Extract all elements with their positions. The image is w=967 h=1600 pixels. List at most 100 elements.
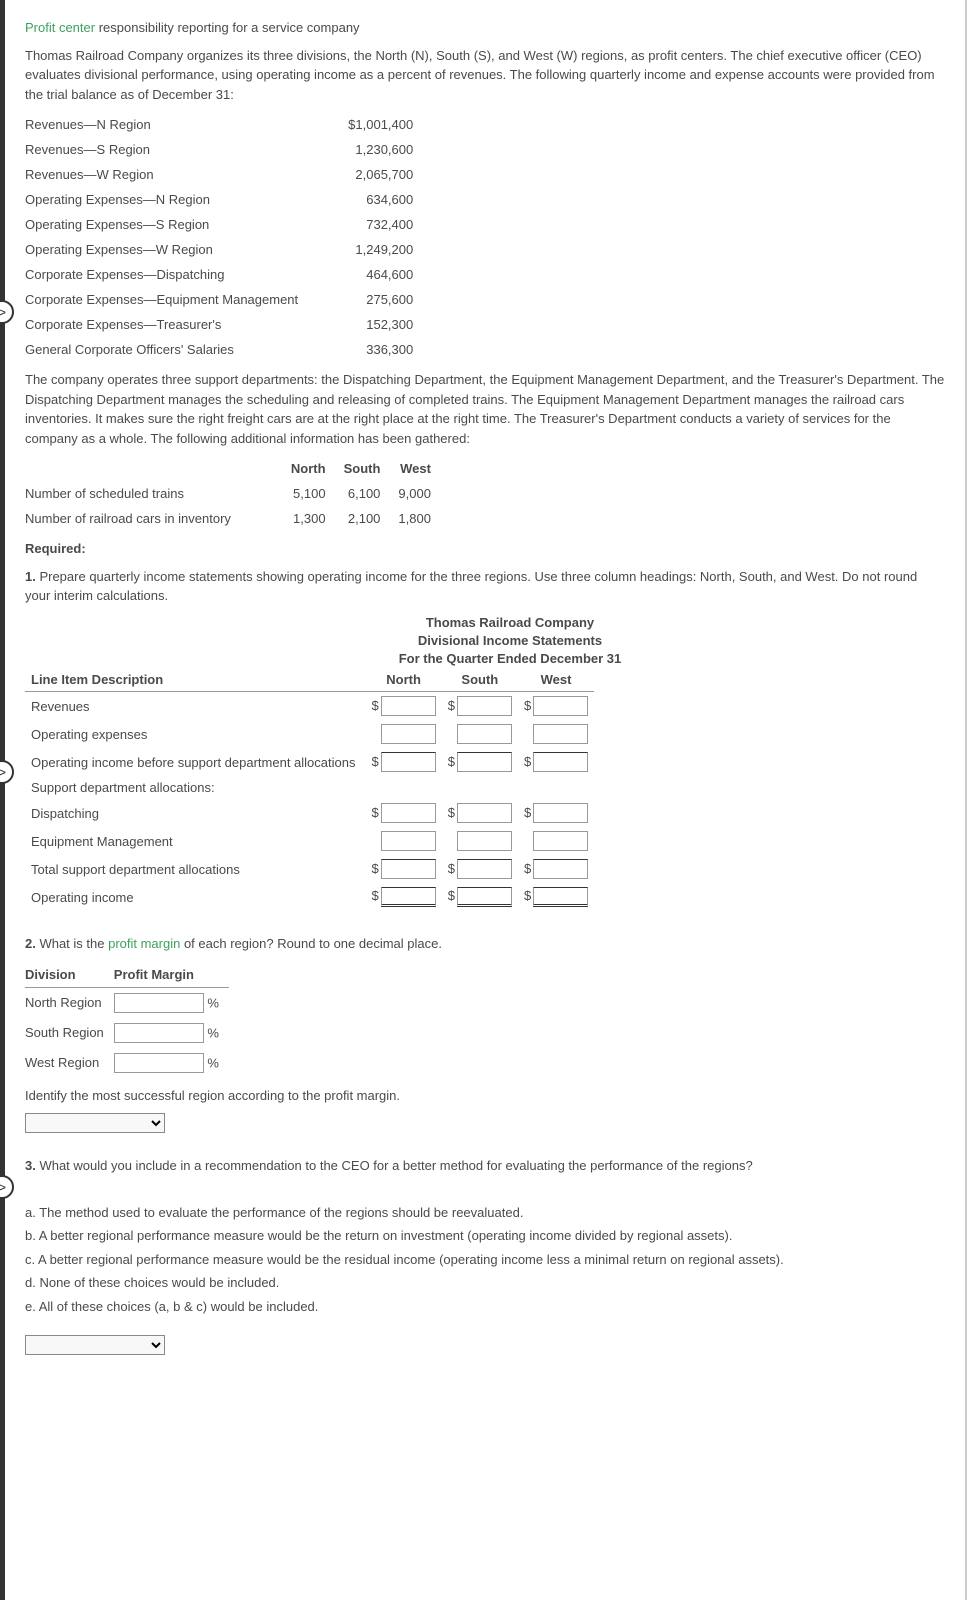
intro-paragraph: Thomas Railroad Company organizes its th… [25, 46, 945, 105]
stmt-input[interactable] [533, 752, 588, 772]
stmt-input[interactable] [457, 831, 512, 851]
support-paragraph: The company operates three support depar… [25, 370, 945, 448]
region-select[interactable] [25, 1113, 165, 1133]
activity-value: 1,300 [291, 506, 344, 531]
stmt-input[interactable] [381, 831, 436, 851]
account-value: 634,600 [308, 187, 423, 212]
dollar-sign: $ [371, 698, 378, 713]
percent-sign: % [207, 995, 219, 1010]
stmt-row-label: Revenues [25, 692, 365, 721]
stmt-input[interactable] [381, 887, 436, 907]
margin-row-label: South Region [25, 1018, 114, 1048]
stmt-row-label: Operating expenses [25, 720, 365, 748]
statement-header: Thomas Railroad Company Divisional Incom… [75, 614, 945, 669]
margin-header: Profit Margin [114, 962, 229, 988]
answer-select[interactable] [25, 1335, 165, 1355]
side-handle-icon[interactable]: > [0, 1175, 14, 1199]
margin-header: Division [25, 962, 114, 988]
activity-value: 6,100 [344, 481, 399, 506]
question-1: 1. Prepare quarterly income statements s… [25, 567, 945, 606]
account-label: General Corporate Officers' Salaries [25, 337, 308, 362]
account-value: 2,065,700 [308, 162, 423, 187]
margin-input[interactable] [114, 1053, 204, 1073]
stmt-input[interactable] [533, 859, 588, 879]
dollar-sign: $ [524, 888, 531, 903]
page-container: > > > Profit center responsibility repor… [0, 0, 967, 1600]
stmt-row-label: Total support department allocations [25, 855, 365, 883]
option-text: c. A better regional performance measure… [25, 1250, 945, 1270]
account-value: 336,300 [308, 337, 423, 362]
options-list: a. The method used to evaluate the perfo… [25, 1203, 945, 1317]
account-value: $1,001,400 [308, 112, 423, 137]
account-value: 275,600 [308, 287, 423, 312]
dollar-sign: $ [371, 805, 378, 820]
stmt-input[interactable] [381, 752, 436, 772]
stmt-input[interactable] [381, 859, 436, 879]
account-value: 152,300 [308, 312, 423, 337]
stmt-input[interactable] [457, 752, 512, 772]
title-green: Profit center [25, 20, 95, 35]
income-statement-table: Line Item DescriptionNorthSouthWestReven… [25, 668, 594, 911]
margin-input[interactable] [114, 1023, 204, 1043]
dollar-sign: $ [448, 888, 455, 903]
stmt-col-header: South [442, 668, 518, 692]
percent-sign: % [207, 1025, 219, 1040]
stmt-col-header: West [518, 668, 594, 692]
q2-post: of each region? Round to one decimal pla… [180, 936, 442, 951]
option-text: e. All of these choices (a, b & c) would… [25, 1297, 945, 1317]
account-value: 464,600 [308, 262, 423, 287]
side-handle-icon[interactable]: > [0, 300, 14, 324]
profit-margin-table: DivisionProfit MarginNorth Region %South… [25, 962, 229, 1078]
dollar-sign: $ [448, 861, 455, 876]
stmt-input[interactable] [381, 803, 436, 823]
stmt-header-l3: For the Quarter Ended December 31 [75, 650, 945, 668]
q2-number: 2. [25, 936, 36, 951]
question-3: 3. What would you include in a recommend… [25, 1156, 945, 1176]
option-text: d. None of these choices would be includ… [25, 1273, 945, 1293]
stmt-row-label: Support department allocations: [25, 776, 365, 799]
account-label: Revenues—W Region [25, 162, 308, 187]
stmt-row-label: Dispatching [25, 799, 365, 827]
q1-text: Prepare quarterly income statements show… [25, 569, 917, 604]
account-value: 732,400 [308, 212, 423, 237]
activity-row-label: Number of railroad cars in inventory [25, 506, 291, 531]
account-label: Corporate Expenses—Equipment Management [25, 287, 308, 312]
stmt-input[interactable] [381, 724, 436, 744]
q2-green: profit margin [108, 936, 180, 951]
option-text: a. The method used to evaluate the perfo… [25, 1203, 945, 1223]
stmt-col-header: North [365, 668, 441, 692]
percent-sign: % [207, 1055, 219, 1070]
stmt-input[interactable] [533, 803, 588, 823]
stmt-input[interactable] [457, 724, 512, 744]
stmt-input[interactable] [457, 859, 512, 879]
stmt-input[interactable] [533, 696, 588, 716]
stmt-input[interactable] [533, 887, 588, 907]
account-value: 1,230,600 [308, 137, 423, 162]
dollar-sign: $ [524, 861, 531, 876]
account-label: Revenues—N Region [25, 112, 308, 137]
activity-value: 1,800 [398, 506, 449, 531]
side-handle-icon[interactable]: > [0, 760, 14, 784]
activity-header: West [398, 456, 449, 481]
dollar-sign: $ [524, 805, 531, 820]
title-rest: responsibility reporting for a service c… [95, 20, 359, 35]
stmt-header-l2: Divisional Income Statements [75, 632, 945, 650]
margin-input[interactable] [114, 993, 204, 1013]
stmt-input[interactable] [533, 831, 588, 851]
stmt-input[interactable] [533, 724, 588, 744]
margin-row-label: West Region [25, 1048, 114, 1078]
stmt-header-l1: Thomas Railroad Company [75, 614, 945, 632]
stmt-input[interactable] [457, 803, 512, 823]
activity-value: 5,100 [291, 481, 344, 506]
account-label: Corporate Expenses—Treasurer's [25, 312, 308, 337]
account-label: Operating Expenses—S Region [25, 212, 308, 237]
required-label: Required: [25, 539, 945, 559]
stmt-input[interactable] [381, 696, 436, 716]
page-title: Profit center responsibility reporting f… [25, 18, 945, 38]
account-value: 1,249,200 [308, 237, 423, 262]
option-text: b. A better regional performance measure… [25, 1226, 945, 1246]
stmt-input[interactable] [457, 887, 512, 907]
stmt-input[interactable] [457, 696, 512, 716]
dollar-sign: $ [524, 698, 531, 713]
dollar-sign: $ [448, 805, 455, 820]
